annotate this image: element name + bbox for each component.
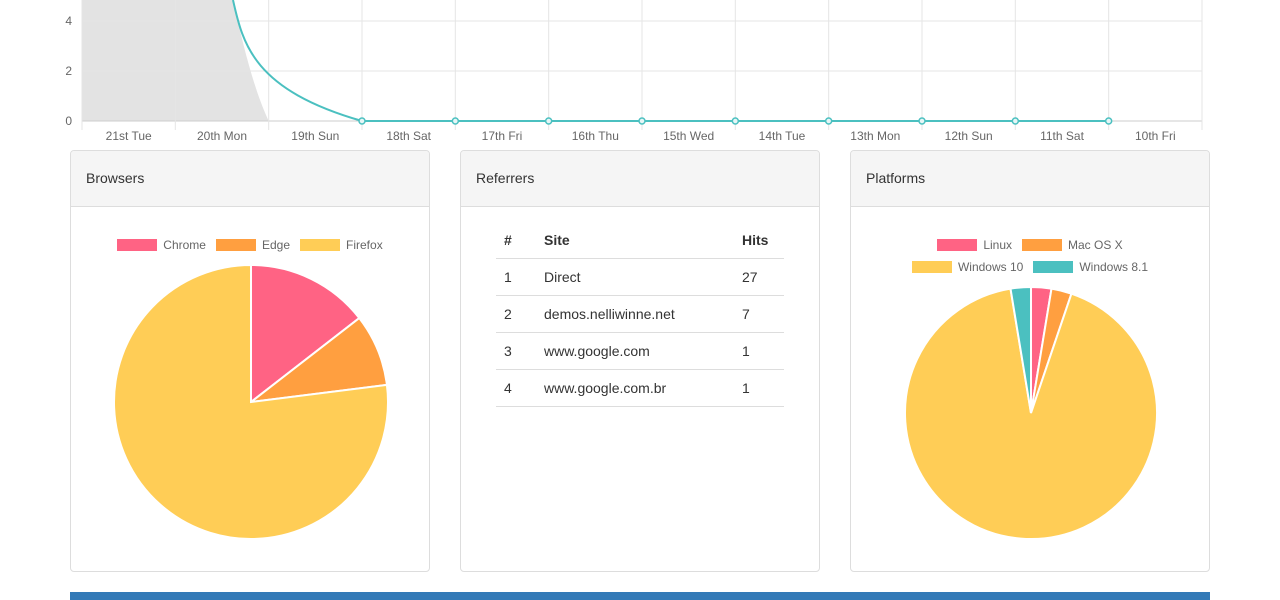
browsers-legend-item-chrome[interactable]: Chrome	[117, 238, 206, 252]
data-point[interactable]	[1104, 117, 1113, 125]
rank-cell: 1	[496, 258, 536, 296]
y-tick-label: 4	[65, 14, 72, 28]
x-tick-label: 21st Tue	[106, 129, 152, 143]
legend-swatch	[1022, 239, 1062, 251]
referrers-panel-title: Referrers	[461, 151, 819, 207]
browsers-pie-chart	[113, 264, 389, 540]
legend-swatch	[117, 239, 158, 251]
site-cell: www.google.com	[536, 332, 734, 370]
legend-label: Linux	[983, 238, 1012, 252]
table-row: 4 www.google.com.br 1	[496, 369, 784, 407]
x-tick-label: 15th Wed	[663, 129, 714, 143]
data-point[interactable]	[358, 117, 366, 125]
data-point[interactable]	[918, 117, 926, 125]
legend-row: Linux Mac OS X	[851, 234, 1209, 256]
browsers-legend-item-firefox[interactable]: Firefox	[300, 238, 383, 252]
footer-bar	[70, 592, 1210, 600]
data-point[interactable]	[638, 117, 646, 125]
x-tick-label: 11th Sat	[1040, 129, 1084, 143]
legend-swatch	[911, 261, 952, 273]
legend-label: Windows 10	[957, 260, 1024, 274]
x-tick-label: 19th Sun	[291, 129, 339, 143]
platforms-legend-item-linux[interactable]: Linux	[937, 238, 1012, 252]
x-tick-label: 20th Mon	[197, 129, 247, 143]
y-tick-label: 0	[65, 114, 72, 128]
referrers-table: # Site Hits 1 Direct 27 2 demos.nelliwin…	[496, 221, 784, 407]
platforms-legend-item-windows-8-1[interactable]: Windows 8.1	[1033, 260, 1148, 274]
x-tick-label: 16th Thu	[572, 129, 619, 143]
col-header-rank: #	[496, 221, 536, 259]
platforms-legend-item-mac-os-x[interactable]: Mac OS X	[1022, 238, 1123, 252]
x-tick-label: 12th Sun	[945, 129, 993, 143]
site-cell: Direct	[536, 258, 734, 296]
rank-cell: 2	[496, 295, 536, 333]
x-tick-label: 17th Fri	[482, 129, 523, 143]
legend-label: Firefox	[346, 238, 383, 252]
site-cell: www.google.com.br	[536, 369, 734, 407]
legend-swatch	[1033, 261, 1074, 273]
hits-cell: 1	[734, 369, 784, 407]
col-header-hits: Hits	[734, 221, 784, 259]
platforms-pie-chart	[904, 286, 1158, 540]
x-tick-label: 10th Fri	[1135, 129, 1176, 143]
platforms-slice-windows-10[interactable]	[904, 287, 1158, 540]
site-cell: demos.nelliwinne.net	[536, 295, 734, 333]
legend-row: Windows 10 Windows 8.1	[851, 256, 1209, 278]
platforms-panel: Platforms Linux Mac OS X Windows 10 Windows…	[850, 150, 1210, 572]
referrers-header-row: # Site Hits	[496, 221, 784, 259]
data-point[interactable]	[731, 117, 740, 125]
browsers-panel-title: Browsers	[71, 151, 429, 207]
browsers-panel: Browsers Chrome Edge Firefox	[70, 150, 430, 572]
legend-swatch	[215, 239, 256, 251]
legend-swatch	[937, 239, 978, 251]
legend-label: Chrome	[163, 238, 206, 252]
platforms-slice-windows-8-1[interactable]	[1009, 286, 1032, 414]
referrers-panel: Referrers # Site Hits 1 Direct 27 2 demo…	[460, 150, 820, 572]
legend-label: Mac OS X	[1068, 238, 1123, 252]
data-point[interactable]	[451, 117, 460, 125]
data-point[interactable]	[824, 117, 833, 125]
hits-cell: 1	[734, 332, 784, 370]
data-point[interactable]	[1011, 117, 1020, 125]
hits-cell: 27	[734, 258, 784, 296]
browsers-slice-firefox[interactable]	[113, 264, 389, 540]
legend-label: Windows 8.1	[1079, 260, 1149, 274]
platforms-legend-item-windows-10[interactable]: Windows 10	[911, 260, 1024, 274]
table-row: 2 demos.nelliwinne.net 7	[496, 295, 784, 333]
series-line	[232, 0, 1109, 122]
browsers-legend-item-edge[interactable]: Edge	[215, 238, 291, 252]
hits-cell: 7	[734, 295, 784, 333]
browsers-legend: Chrome Edge Firefox	[71, 234, 429, 256]
table-row: 1 Direct 27	[496, 258, 784, 296]
y-tick-label: 2	[65, 64, 72, 78]
rank-cell: 3	[496, 332, 536, 370]
x-tick-label: 13th Mon	[850, 129, 900, 143]
browsers-slice-chrome[interactable]	[250, 264, 361, 405]
x-tick-label: 18th Sat	[386, 129, 431, 143]
rank-cell: 4	[496, 369, 536, 407]
col-header-site: Site	[536, 221, 734, 259]
platforms-legend: Linux Mac OS X Windows 10 Windows 8.1	[851, 234, 1209, 278]
legend-label: Edge	[261, 238, 291, 252]
x-tick-label: 14th Tue	[759, 129, 806, 143]
legend-row: Chrome Edge Firefox	[71, 234, 429, 256]
platforms-panel-title: Platforms	[851, 151, 1209, 207]
legend-swatch	[300, 239, 341, 251]
table-row: 3 www.google.com 1	[496, 332, 784, 370]
visits-line-chart: 0 2 4 21st Tue 20th Mon 19th Sun 18th Sat 17th …	[65, 0, 1203, 143]
data-point[interactable]	[544, 117, 553, 125]
